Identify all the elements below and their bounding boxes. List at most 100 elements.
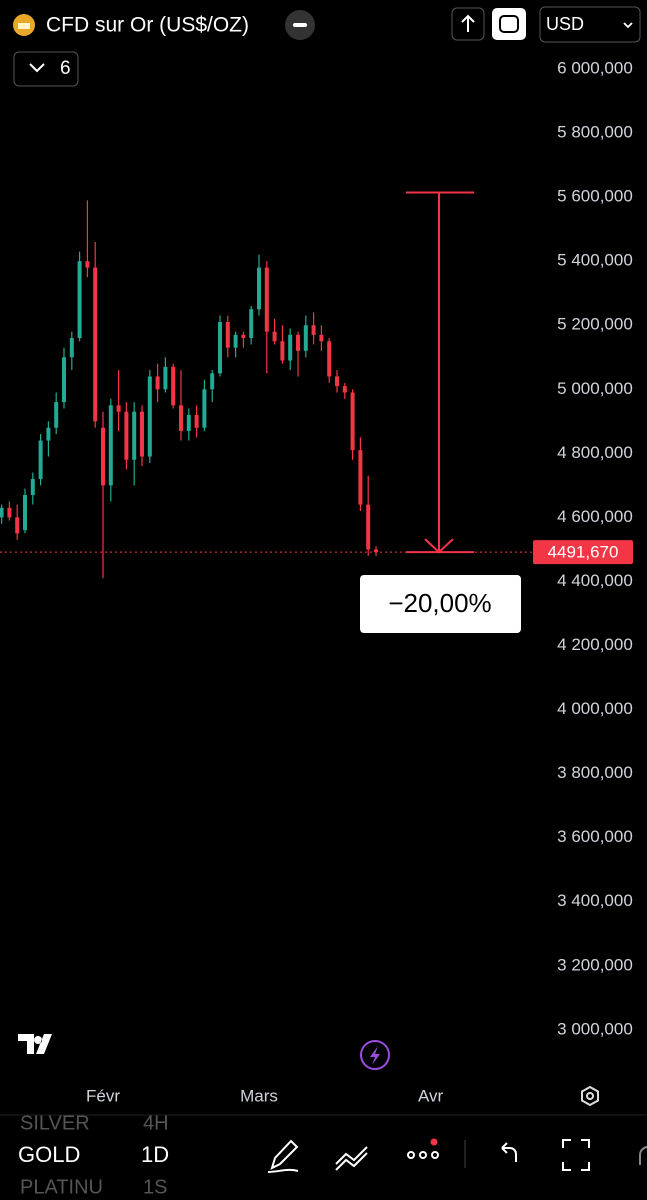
candle-body	[241, 334, 246, 339]
measure-label: −20,00%	[388, 588, 491, 618]
candle-body	[124, 411, 129, 460]
candle-body	[296, 334, 300, 351]
symbol-option[interactable]: SILVER	[20, 1112, 90, 1134]
y-tick-label: 5 800,000	[557, 123, 633, 142]
candle-body	[374, 549, 378, 553]
candle-body	[108, 405, 113, 486]
candle-body	[311, 325, 316, 335]
candle-body	[179, 405, 183, 431]
candle-body	[342, 386, 347, 393]
fullscreen-icon	[499, 15, 519, 33]
x-tick-label: Mars	[240, 1086, 278, 1105]
y-tick-label: 5 600,000	[557, 187, 633, 206]
candle-body	[249, 309, 254, 339]
candle-body	[38, 440, 43, 479]
plot-area: 3 000,000 3 200,000 3 400,000 3 600,000 3 80…	[0, 59, 642, 1105]
candle-body	[23, 494, 27, 531]
candle-body	[272, 331, 277, 342]
last-price-box	[533, 540, 633, 565]
candle-body	[210, 373, 215, 390]
candle-body	[163, 366, 168, 390]
x-tick-label: Févr	[86, 1086, 120, 1105]
y-tick-label: 4 000,000	[557, 699, 633, 718]
y-tick-label: 4 400,000	[557, 571, 633, 590]
candle-body	[358, 450, 363, 505]
settings-icon[interactable]	[581, 1085, 599, 1107]
candle-body	[155, 376, 160, 390]
candle-body	[85, 261, 90, 268]
y-tick-label: 4 600,000	[557, 507, 633, 526]
y-tick-label: 3 200,000	[557, 955, 633, 974]
candle-body	[46, 427, 51, 441]
y-tick-label: 3 400,000	[557, 891, 633, 910]
candle-body	[140, 411, 144, 457]
candle-body	[233, 334, 238, 348]
candle-body	[288, 334, 293, 361]
dropdown-chevron	[623, 22, 633, 29]
y-tick-label: 6 000,000	[557, 59, 633, 78]
candle-body	[147, 376, 152, 457]
candle-body	[77, 261, 82, 339]
undo-button[interactable]	[501, 1142, 517, 1162]
currency-select[interactable]	[539, 6, 641, 43]
fullscreen-button[interactable]	[492, 8, 526, 40]
y-tick-label: 3 800,000	[557, 763, 633, 782]
candle-body	[257, 267, 261, 310]
y-tick-label: 5 200,000	[557, 315, 633, 334]
y-tick-label: 3 000,000	[557, 1019, 633, 1038]
last-price-label: 4491,670	[548, 543, 619, 562]
candle-body	[54, 402, 59, 428]
lightning-button[interactable]	[360, 1040, 390, 1070]
candle-body	[218, 322, 222, 374]
candle-body	[30, 478, 35, 495]
y-tick-label: 4 800,000	[557, 443, 633, 462]
symbol-icon-bar	[18, 23, 30, 29]
indicators-toggle[interactable]	[13, 51, 79, 87]
y-tick-label: 4 200,000	[557, 635, 633, 654]
candle-body	[350, 392, 355, 451]
candle-body	[264, 267, 269, 332]
up-arrow-icon	[461, 14, 475, 32]
candle-body	[0, 507, 4, 518]
settings-icon-center	[586, 1092, 594, 1100]
expand-button[interactable]	[562, 1139, 590, 1171]
interval-option[interactable]: 1S	[143, 1176, 167, 1198]
candle-body	[194, 414, 199, 428]
indicator-count: 6	[60, 58, 71, 79]
y-tick-label: 5 400,000	[557, 251, 633, 270]
candle-body	[202, 389, 207, 428]
candle-body	[93, 267, 98, 422]
notification-dot	[430, 1138, 438, 1146]
y-tick-label: 3 600,000	[557, 827, 633, 846]
candle-body	[7, 507, 12, 518]
trend-tool[interactable]	[335, 1146, 368, 1171]
y-tick-label: 5 000,000	[557, 379, 633, 398]
candle-body	[319, 334, 324, 342]
candle-body	[15, 517, 20, 534]
measure-arrow	[424, 538, 454, 554]
symbol-selected[interactable]: GOLD	[18, 1142, 80, 1167]
candle-body	[101, 427, 105, 486]
candle-body	[171, 366, 176, 406]
candle-body	[327, 341, 332, 377]
symbol-option[interactable]: PLATINU	[20, 1176, 103, 1198]
interval-selected[interactable]: 1D	[141, 1142, 169, 1167]
measure-box	[360, 575, 521, 633]
candle-body	[366, 504, 371, 550]
tradingview-logo	[18, 1034, 52, 1054]
candle-body	[335, 376, 339, 387]
x-tick-label: Avr	[418, 1086, 444, 1105]
candle-body	[116, 405, 121, 412]
chevron-down	[29, 63, 45, 73]
candle-body	[132, 411, 137, 460]
more-tools[interactable]	[407, 1151, 439, 1159]
draw-tool[interactable]	[267, 1139, 299, 1173]
candle-body	[69, 338, 74, 358]
interval-option[interactable]: 4H	[143, 1112, 169, 1134]
share-button[interactable]	[451, 7, 485, 41]
lightning-icon	[370, 1046, 380, 1065]
symbol-title[interactable]: CFD sur Or (US$/OZ)	[46, 14, 249, 37]
candle-body	[225, 322, 230, 348]
